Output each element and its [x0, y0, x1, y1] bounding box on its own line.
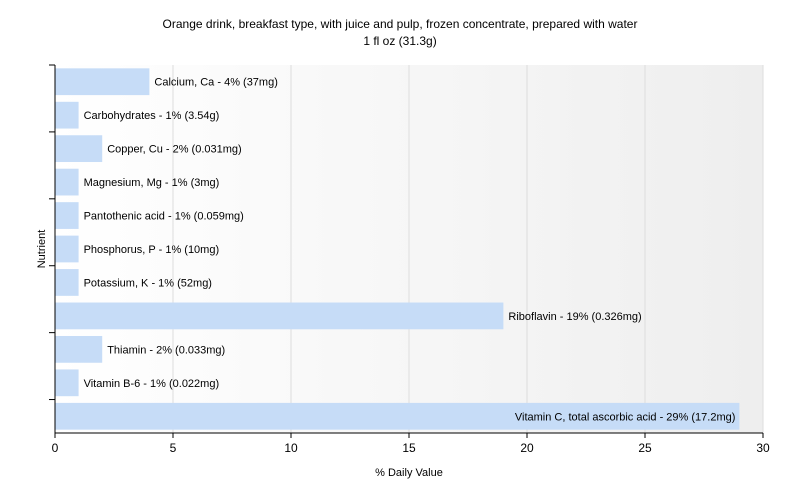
bar-label: Riboflavin - 19% (0.326mg)	[508, 311, 641, 323]
bar	[55, 269, 79, 296]
grid-lines	[172, 65, 764, 433]
x-tick-label: 30	[756, 441, 770, 455]
bar	[55, 168, 79, 196]
x-tick-label: 15	[402, 441, 416, 455]
y-axis-label: Nutrient	[36, 230, 48, 269]
x-tick-label: 0	[52, 441, 59, 455]
bar	[55, 235, 79, 263]
bar	[55, 68, 150, 96]
x-tick-label: 5	[170, 441, 177, 455]
bar-label: Pantothenic acid - 1% (0.059mg)	[84, 211, 244, 223]
x-tick-label: 25	[638, 441, 652, 455]
bar-label: Vitamin B-6 - 1% (0.022mg)	[84, 378, 220, 390]
x-tick-label: 20	[520, 441, 534, 455]
axes: 0 5 10 15 20 25 30	[49, 64, 770, 455]
bar-label: Potassium, K - 1% (52mg)	[84, 277, 212, 289]
bar	[55, 101, 79, 129]
bar-label: Thiamin - 2% (0.033mg)	[107, 344, 225, 356]
bar	[55, 202, 79, 229]
bar	[55, 302, 504, 330]
bar-label: Carbohydrates - 1% (3.54g)	[84, 110, 220, 122]
bars: Calcium, Ca - 4% (37mg) Carbohydrates - 1…	[55, 68, 740, 430]
chart-title: Orange drink, breakfast type, with juice…	[163, 17, 638, 31]
chart-subtitle: 1 fl oz (31.3g)	[363, 34, 436, 48]
x-tick-label: 10	[284, 441, 298, 455]
bar	[55, 335, 103, 363]
bar	[55, 135, 103, 163]
bar	[55, 369, 79, 397]
bar-label: Calcium, Ca - 4% (37mg)	[154, 77, 277, 89]
bar-label: Vitamin C, total ascorbic acid - 29% (17…	[515, 411, 736, 423]
bar	[55, 402, 740, 430]
bar-label: Phosphorus, P - 1% (10mg)	[84, 244, 220, 256]
x-axis-label: % Daily Value	[375, 467, 443, 479]
bar-label: Magnesium, Mg - 1% (3mg)	[84, 177, 220, 189]
bar-label: Copper, Cu - 2% (0.031mg)	[107, 144, 242, 156]
